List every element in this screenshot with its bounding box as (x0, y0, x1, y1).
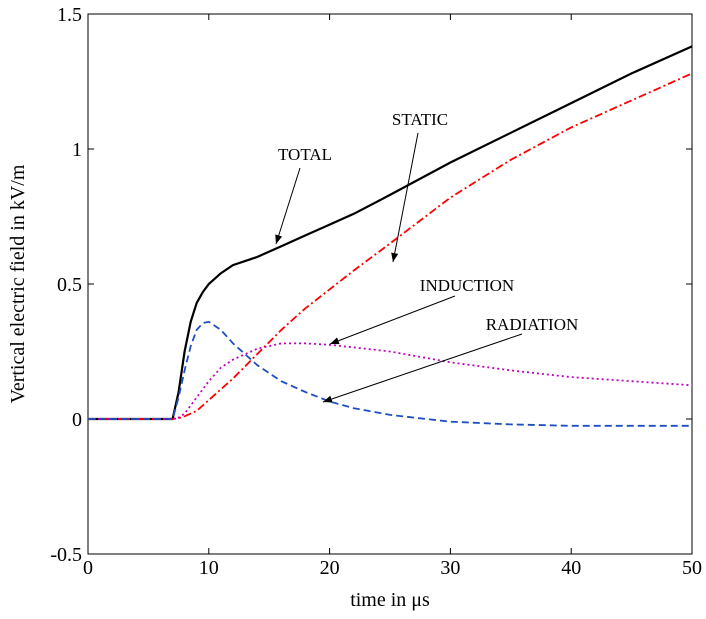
x-tick-label: 0 (83, 557, 93, 579)
annotation-arrow (391, 132, 419, 263)
y-tick-label: 0 (72, 409, 82, 431)
series-line (88, 45, 693, 421)
annotation-arrow (329, 295, 456, 345)
x-tick-label: 50 (682, 557, 702, 579)
x-axis-label: time in μs (350, 589, 430, 611)
y-tick-label: 1 (72, 139, 82, 161)
series-annotation: STATIC (392, 110, 448, 129)
x-tick-label: 30 (440, 557, 460, 579)
y-axis-label: Vertical electric field in kV/m (7, 164, 29, 403)
annotation-arrow (275, 167, 301, 245)
y-tick-label: -0.5 (50, 544, 82, 566)
annotation-arrow (322, 333, 523, 403)
series-annotation: INDUCTION (420, 276, 514, 295)
series-line (88, 72, 693, 420)
x-tick-label: 40 (561, 557, 581, 579)
series-line (88, 342, 693, 420)
x-tick-label: 20 (320, 557, 340, 579)
series-annotation: RADIATION (486, 315, 579, 334)
series-annotation: TOTAL (278, 145, 332, 164)
y-tick-label: 1.5 (57, 4, 82, 26)
x-tick-label: 10 (199, 557, 219, 579)
series-line (88, 320, 692, 427)
plot-frame (87, 13, 693, 555)
y-tick-label: 0.5 (57, 274, 82, 296)
